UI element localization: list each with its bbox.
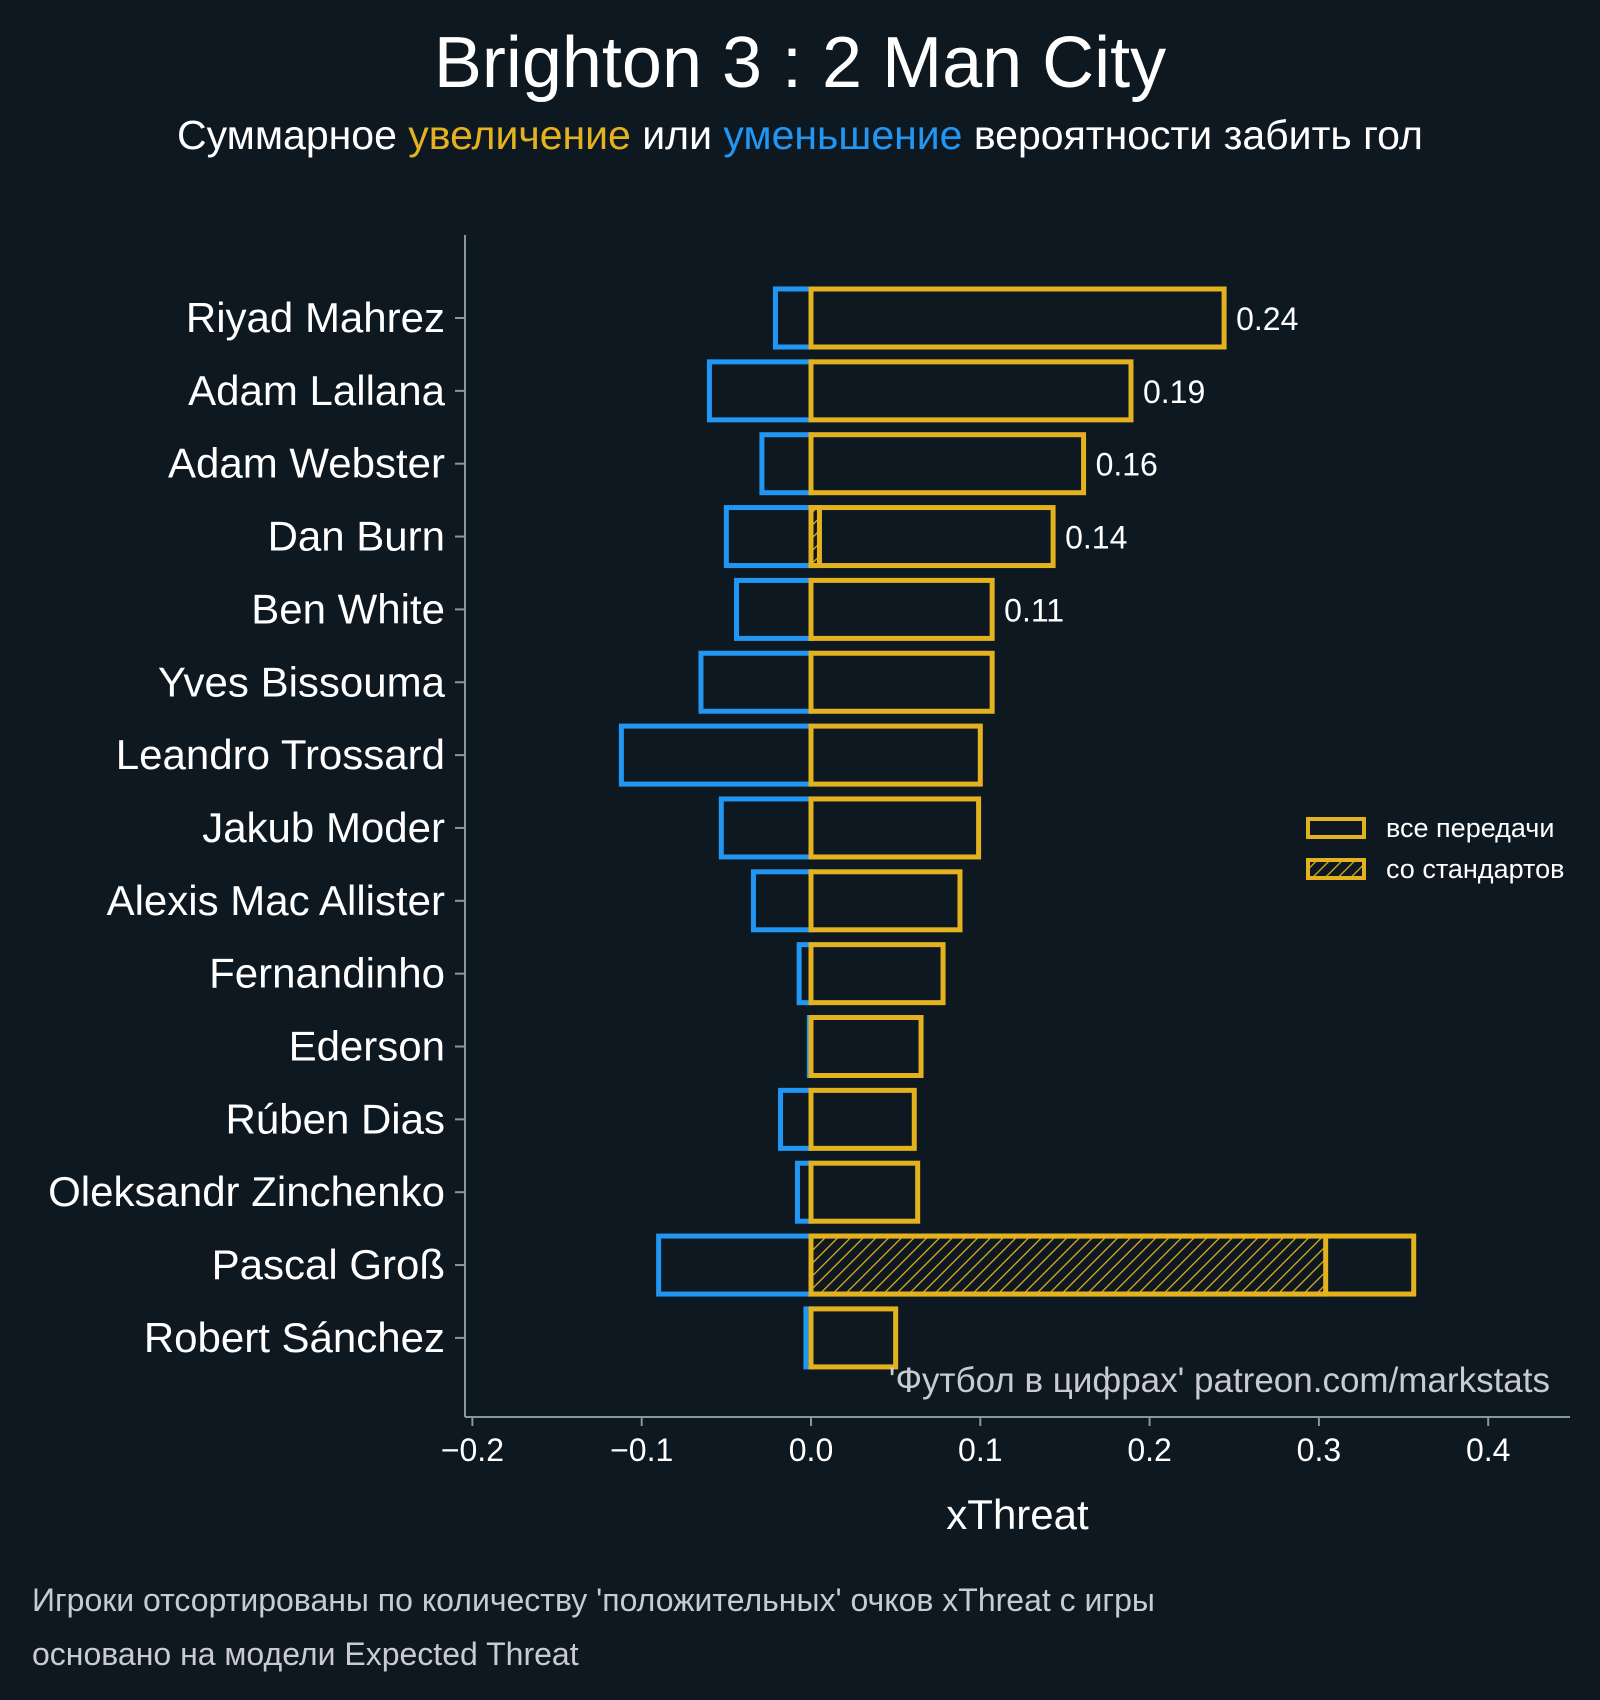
set-piece-bar	[808, 505, 822, 569]
value-label: 0.16	[1096, 447, 1158, 483]
negative-bar	[734, 577, 814, 641]
player-label: Adam Webster	[168, 440, 445, 487]
negative-bars	[618, 286, 814, 1370]
subtitle-part1: Суммарное	[177, 112, 409, 158]
negative-bar	[718, 796, 814, 860]
legend: все передачи со стандартов	[1306, 813, 1564, 884]
x-tick-label: 0.0	[789, 1432, 833, 1468]
player-label: Adam Lallana	[188, 367, 445, 414]
subtitle-part2: или	[630, 112, 724, 158]
axes: −0.2 −0.1 0.0 0.1 0.2 0.3 0.4 xThreat Riyad Mahr…	[48, 235, 1570, 1538]
positive-bar	[808, 942, 946, 1006]
legend-label: со стандартов	[1386, 854, 1564, 884]
player-label: Leandro Trossard	[116, 731, 445, 778]
positive-bar	[808, 577, 995, 641]
player-label: Robert Sánchez	[144, 1314, 445, 1361]
player-label: Pascal Groß	[212, 1241, 445, 1288]
player-label: Alexis Mac Allister	[107, 877, 445, 924]
chart-subtitle: Суммарное увеличение или уменьшение веро…	[0, 112, 1600, 159]
footer-note-2: основано на модели Expected Threat	[32, 1636, 579, 1672]
positive-bar	[808, 869, 963, 933]
value-labels: 0.24 0.19 0.16 0.140.11	[1004, 301, 1298, 628]
x-tick-label: −0.2	[441, 1432, 504, 1468]
positive-bar	[808, 650, 995, 714]
negative-bar	[706, 359, 814, 423]
chart-title: Brighton 3 : 2 Man City	[433, 23, 1167, 103]
player-label: Jakub Moder	[202, 804, 445, 851]
player-label: Fernandinho	[209, 950, 445, 997]
x-axis-label: xThreat	[946, 1491, 1089, 1538]
positive-bar	[808, 723, 983, 787]
value-label: 0.14	[1065, 520, 1127, 556]
player-label: Dan Burn	[268, 513, 445, 560]
x-tick-label: 0.4	[1466, 1432, 1510, 1468]
footer-note-1: Игроки отсортированы по количеству 'поло…	[32, 1582, 1155, 1618]
x-tick-label: 0.1	[958, 1432, 1002, 1468]
subtitle-negative-word: уменьшение	[723, 112, 963, 158]
subtitle-positive-word: увеличение	[408, 112, 631, 158]
x-tick-label: 0.2	[1127, 1432, 1171, 1468]
positive-bar	[808, 286, 1227, 350]
positive-bar	[808, 1087, 917, 1151]
player-label: Riyad Mahrez	[186, 294, 445, 341]
negative-bar	[656, 1233, 814, 1297]
positive-bar	[808, 505, 1056, 569]
negative-bar	[723, 505, 814, 569]
set-piece-bar	[808, 1233, 1329, 1297]
negative-bar	[618, 723, 814, 787]
player-label: Ben White	[251, 585, 445, 632]
positive-bar	[808, 1015, 924, 1078]
positive-bar	[808, 1306, 899, 1370]
positive-bar	[808, 432, 1087, 496]
value-label: 0.19	[1143, 374, 1205, 410]
player-label: Oleksandr Zinchenko	[48, 1168, 445, 1215]
negative-bar	[698, 650, 814, 714]
negative-bar	[778, 1087, 814, 1151]
subtitle-part3: вероятности забить гол	[962, 112, 1423, 158]
value-label: 0.24	[1236, 301, 1298, 337]
negative-bar	[772, 286, 814, 350]
player-label: Ederson	[289, 1023, 445, 1070]
negative-bar	[759, 432, 814, 496]
negative-bar	[750, 869, 814, 933]
positive-bar	[808, 796, 982, 860]
positive-bar	[808, 1160, 921, 1224]
x-tick-label: 0.3	[1297, 1432, 1341, 1468]
watermark: 'Футбол в цифрах' patreon.com/markstats	[889, 1361, 1550, 1400]
legend-swatch	[1306, 817, 1366, 839]
legend-label: все передачи	[1386, 813, 1554, 843]
positive-bar	[808, 359, 1134, 423]
legend-swatch	[1306, 858, 1366, 880]
value-label: 0.11	[1004, 592, 1064, 628]
x-tick-label: −0.1	[610, 1432, 673, 1468]
player-label: Yves Bissouma	[158, 658, 446, 705]
player-label: Rúben Dias	[226, 1095, 445, 1142]
set-piece-bars	[808, 505, 1329, 1297]
